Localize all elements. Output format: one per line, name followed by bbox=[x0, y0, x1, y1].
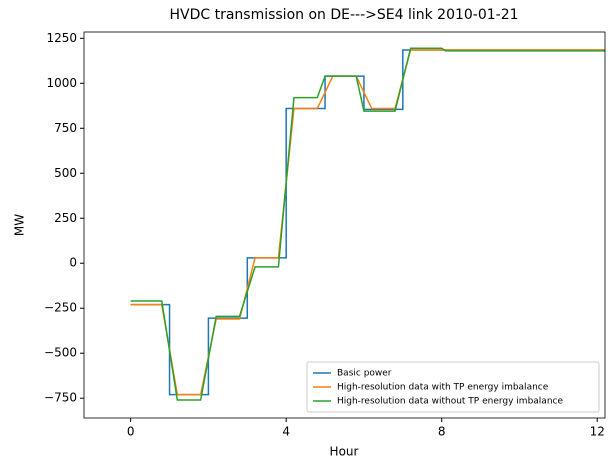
y-tick-label: −500 bbox=[44, 346, 77, 360]
y-tick-label: 0 bbox=[69, 256, 77, 270]
plot-lines bbox=[130, 47, 605, 401]
legend-label: High-resolution data with TP energy imba… bbox=[337, 383, 549, 393]
line bbox=[130, 49, 605, 396]
legend-label: High-resolution data without TP energy i… bbox=[337, 397, 563, 407]
chart-title: HVDC transmission on DE--->SE4 link 2010… bbox=[169, 7, 518, 23]
line bbox=[130, 47, 605, 401]
x-axis-label: Hour bbox=[330, 445, 359, 459]
x-tick-label: 0 bbox=[127, 425, 135, 439]
x-tick-label: 8 bbox=[438, 425, 446, 439]
y-axis-label: MW bbox=[13, 214, 27, 236]
y-tick-label: 250 bbox=[54, 211, 77, 225]
x-tick-label: 12 bbox=[590, 425, 605, 439]
y-tick-label: 500 bbox=[54, 166, 77, 180]
legend: Basic power High-resolution data with TP … bbox=[306, 361, 600, 413]
legend-label: Basic power bbox=[337, 369, 392, 379]
y-tick-label: 1250 bbox=[46, 31, 77, 45]
legend-box bbox=[306, 361, 600, 413]
y-tick-label: 1000 bbox=[46, 76, 77, 90]
plot-frame bbox=[83, 31, 606, 419]
x-tick-label: 4 bbox=[282, 425, 290, 439]
y-tick-label: 750 bbox=[54, 121, 77, 135]
y-tick-label: −250 bbox=[44, 301, 77, 315]
y-tick-label: −750 bbox=[44, 391, 77, 405]
